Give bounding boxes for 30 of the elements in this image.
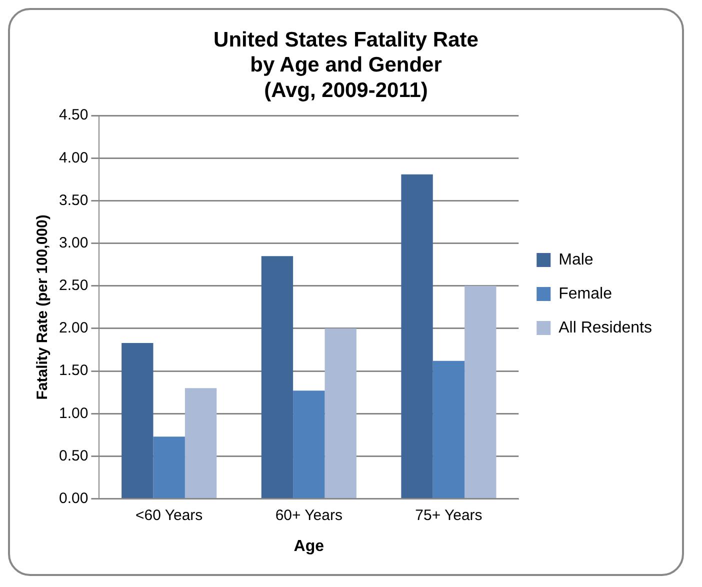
y-axis-title: Fatality Rate (per 100,000) [34,214,52,400]
bar [324,328,356,498]
x-tick-label: <60 Years [136,506,203,524]
bar [432,360,465,498]
y-tick-label: 1.50 [58,362,88,380]
text: by Age and Gender [250,54,442,77]
bar [122,342,154,498]
legend-label: Male [558,251,594,268]
bar [464,286,496,498]
text: (Avg, 2009-2011) [264,78,428,102]
legend-label: Female [558,285,612,302]
bar [293,390,325,498]
y-tick-label: 2.00 [58,320,88,337]
legend-label: All Residents [558,319,652,336]
bar [153,436,185,498]
x-tick-label: 75+ Years [415,506,482,524]
text: United States Fatality Rate [214,28,478,52]
y-tick-label: 4.50 [58,106,88,124]
y-tick-label: 3.50 [58,192,88,209]
bar [184,388,217,498]
y-tick-label: 0.00 [58,490,88,507]
x-tick-label: 60+ Years [275,506,342,524]
bar [401,174,433,498]
bar [261,256,294,498]
y-tick-label: 3.00 [58,234,88,252]
y-tick-label: 0.50 [58,447,88,464]
y-tick-label: 2.50 [58,277,88,294]
y-tick-label: 4.00 [58,149,88,166]
y-tick-label: 1.00 [58,404,88,422]
x-axis-title: Age [294,538,324,555]
